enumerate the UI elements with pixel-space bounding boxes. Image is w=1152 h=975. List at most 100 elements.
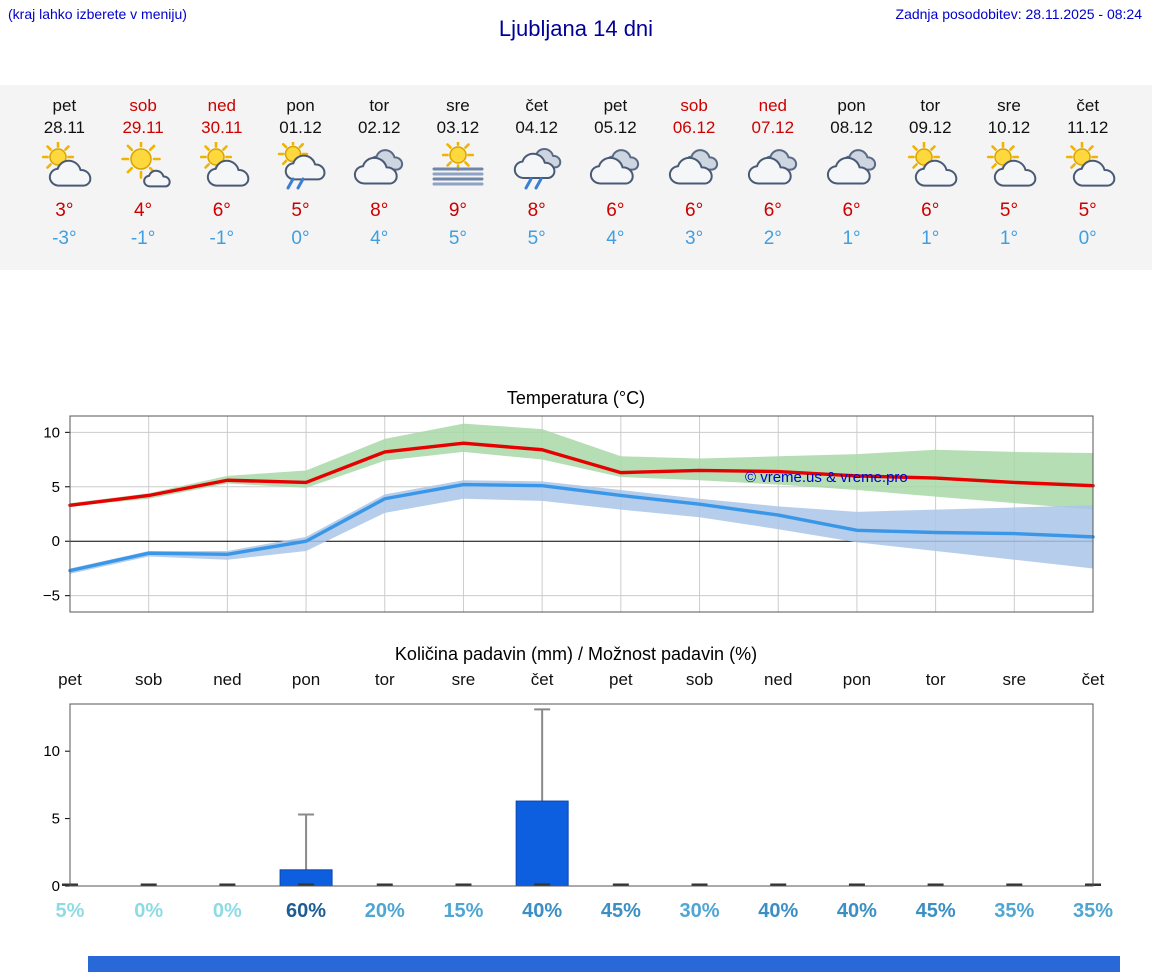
day-name: tor	[920, 96, 941, 115]
weather-icon-wrap	[970, 140, 1049, 192]
precip-probability: 0%	[134, 900, 164, 922]
day-name: ned	[207, 96, 236, 115]
day-name: sre	[446, 96, 470, 115]
day-date: 01.12	[279, 118, 322, 137]
temp-max: 5°	[291, 200, 310, 221]
day-date: 08.12	[830, 118, 873, 137]
precip-day-label: pet	[609, 670, 633, 689]
day-date: 28.11	[43, 118, 85, 137]
partly-sunny-icon	[986, 140, 1037, 187]
precip-day-label: sob	[134, 670, 163, 689]
precip-probability: 45%	[600, 900, 641, 922]
weather-icon-wrap	[182, 140, 261, 192]
forecast-strip: pet 28.11 3° -3° sob 29.11 4° -1° ned 30.11 6° -1° p…	[0, 85, 1152, 270]
forecast-day-08.12: pon 08.12 6° 1°	[812, 95, 891, 250]
temp-min: 2°	[763, 228, 782, 249]
day-date: 09.12	[908, 118, 952, 137]
partly-sunny-icon	[42, 140, 92, 187]
forecast-day-10.12: sre 10.12 5° 1°	[970, 95, 1049, 250]
precip-probability: 20%	[364, 900, 405, 922]
precip-probability: 0%	[212, 900, 242, 922]
svg-text:−5: −5	[43, 588, 60, 605]
precip-day-label: pon	[842, 670, 872, 689]
menu-hint: (kraj lahko izberete v meniju)	[8, 6, 187, 22]
precip-day-labels: pet sob ned pon tor sre čet pet sob ned pon tor sre č…	[0, 670, 1152, 696]
precipitation-chart: 0 5 10	[43, 703, 1101, 895]
temp-min: 0°	[1078, 228, 1097, 249]
day-name: pon	[286, 96, 315, 115]
precip-day-label: ned	[764, 670, 793, 689]
day-date: 30.11	[201, 118, 243, 137]
partly-sunny-icon	[1065, 140, 1116, 187]
precip-day-label: sre	[451, 670, 476, 689]
temp-max: 6°	[842, 200, 861, 221]
day-name: sob	[129, 96, 157, 115]
temperature-chart-title: Temperatura (°C)	[506, 388, 646, 408]
weather-icon-wrap	[891, 140, 970, 192]
forecast-day-09.12: tor 09.12 6° 1°	[891, 95, 970, 250]
day-date: 10.12	[987, 118, 1031, 137]
temp-min: 5°	[448, 228, 468, 249]
precip-probability: 40%	[522, 900, 563, 922]
weather-icon-wrap	[655, 142, 734, 192]
footer-banner-strip	[88, 956, 1120, 972]
temp-min: 1°	[921, 228, 940, 249]
temp-max: 9°	[448, 200, 468, 221]
temp-max: 8°	[370, 200, 389, 221]
forecast-day-11.12: čet 11.12 5° 0°	[1048, 95, 1127, 250]
temp-max: 6°	[212, 200, 231, 221]
svg-text:0: 0	[52, 533, 60, 550]
forecast-day-02.12: tor 02.12 8° 4°	[340, 95, 419, 250]
day-date: 02.12	[357, 118, 401, 137]
forecast-day-06.12: sob 06.12 6° 3°	[655, 95, 734, 250]
temp-max: 8°	[527, 200, 546, 221]
day-name: ned	[758, 96, 788, 115]
fog-icon	[432, 138, 484, 186]
weather-icon-wrap	[419, 138, 498, 192]
cloudy-icon	[747, 149, 797, 185]
svg-text:10: 10	[43, 743, 60, 760]
precip-probability: 35%	[994, 900, 1035, 922]
precip-probability: 35%	[1072, 900, 1114, 922]
rain-sun-icon	[277, 138, 325, 190]
watermark-link[interactable]: © vreme.us & vreme.pro	[745, 469, 908, 486]
temp-max: 6°	[763, 200, 782, 221]
day-date: 05.12	[594, 118, 637, 137]
forecast-day-01.12: pon 01.12 5° 0°	[261, 95, 340, 250]
temp-max: 4°	[133, 200, 153, 221]
partly-sunny-icon	[908, 140, 958, 187]
svg-text:10: 10	[43, 424, 60, 441]
precip-day-label: pet	[58, 670, 82, 689]
forecast-day-03.12: sre 03.12 9° 5°	[419, 95, 498, 250]
temp-min: 1°	[842, 228, 861, 249]
partly-sunny-icon	[199, 140, 250, 187]
day-name: čet	[525, 96, 549, 115]
precip-day-label: čet	[1081, 670, 1105, 689]
weather-icon-wrap	[576, 142, 655, 192]
temp-max: 6°	[921, 200, 940, 221]
rain-icon	[513, 148, 561, 190]
weather-icon-wrap	[1048, 140, 1127, 192]
precip-day-label: pon	[291, 670, 321, 689]
weather-icon-wrap	[25, 140, 104, 192]
temp-min: -3°	[52, 228, 77, 249]
cloudy-icon	[590, 149, 640, 185]
precip-chart-title: Količina padavin (mm) / Možnost padavin …	[394, 644, 758, 664]
temp-max: 6°	[685, 200, 704, 221]
precip-day-label: ned	[213, 670, 242, 689]
day-date: 11.12	[1067, 118, 1109, 137]
day-date: 03.12	[436, 118, 480, 137]
day-name: pon	[837, 96, 866, 115]
precip-probability: 60%	[286, 900, 327, 922]
forecast-day-30.11: ned 30.11 6° -1°	[182, 95, 261, 250]
temp-min: 5°	[527, 228, 546, 249]
temp-min: 3°	[685, 228, 704, 249]
forecast-day-28.11: pet 28.11 3° -3°	[25, 95, 104, 250]
temp-min: 4°	[370, 228, 389, 249]
temp-min: -1°	[130, 228, 156, 249]
day-date: 04.12	[515, 118, 558, 137]
temperature-chart: −5 0 5 10 © vreme.us & vreme.pro	[43, 415, 1095, 613]
temp-min: 1°	[999, 228, 1019, 249]
temp-max: 6°	[606, 200, 625, 221]
temp-min: 4°	[606, 228, 625, 249]
